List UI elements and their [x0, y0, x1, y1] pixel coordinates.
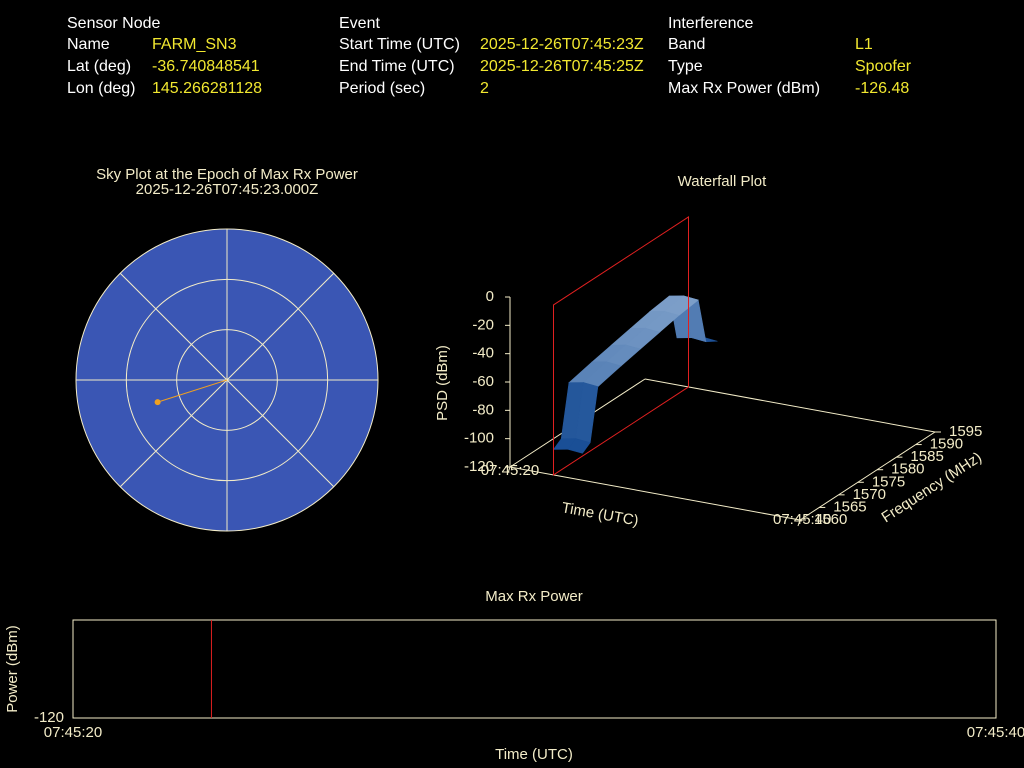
y-tick-label: 1580 — [891, 461, 924, 478]
back-edge — [644, 378, 936, 433]
z-axis-label: PSD (dBm) — [434, 345, 451, 421]
direction-line — [157, 379, 228, 403]
field-label: Lon (deg) — [67, 80, 136, 97]
frequency-axis — [799, 431, 936, 521]
field-value: Spoofer — [855, 58, 912, 75]
y-tick-label: 1595 — [949, 423, 982, 440]
grid-spoke — [119, 272, 228, 381]
field-value: FARM_SN3 — [152, 36, 237, 53]
epoch-plane — [553, 216, 689, 476]
z-tick-label: -40 — [472, 345, 494, 362]
x-tick — [797, 519, 801, 527]
field-value: 2025-12-26T07:45:25Z — [480, 58, 644, 75]
time-axis — [509, 466, 801, 521]
field-label: Name — [67, 36, 110, 53]
psd-surface — [567, 438, 591, 454]
chart-title: Max Rx Power — [485, 588, 583, 605]
field-value: -36.740848541 — [152, 58, 260, 75]
field-label: Period (sec) — [339, 80, 425, 97]
info-panel: Sensor Node Name FARM_SN3 Lat (deg) -36.7408… — [67, 15, 912, 97]
x-tick-label: 07:45:40 — [773, 511, 831, 528]
y-tick-label: 1585 — [910, 448, 943, 465]
x-tick-label: 07:45:20 — [481, 462, 539, 479]
x-tick — [507, 466, 511, 474]
section-heading: Sensor Node — [67, 15, 160, 32]
chart-subtitle: 2025-12-26T07:45:23.000Z — [136, 181, 319, 198]
z-tick-label: -60 — [472, 373, 494, 390]
field-value: 2 — [480, 80, 489, 97]
field-value: L1 — [855, 36, 873, 53]
waterfall-plot: Waterfall Plot-120-100-80-60-40-20015601… — [434, 173, 985, 530]
y-tick-label: 1570 — [853, 486, 886, 503]
y-axis-label: Power (dBm) — [4, 625, 21, 713]
y-tick-label: 1575 — [872, 473, 905, 490]
grid-spoke — [226, 379, 335, 488]
field-value: -126.48 — [855, 80, 909, 97]
z-tick-label: -80 — [472, 401, 494, 418]
field-label: Type — [668, 58, 703, 75]
field-label: Lat (deg) — [67, 58, 131, 75]
section-heading: Event — [339, 15, 380, 32]
z-tick-label: -20 — [472, 316, 494, 333]
chart-title: Sky Plot at the Epoch of Max Rx Power — [96, 166, 358, 183]
sky-plot: Sky Plot at the Epoch of Max Rx Power202… — [75, 166, 379, 532]
source-point — [154, 399, 161, 406]
field-value: 2025-12-26T07:45:23Z — [480, 36, 644, 53]
plot-frame — [72, 619, 997, 719]
x-tick-label: 07:45:40 — [967, 724, 1024, 741]
grid-spoke — [119, 379, 228, 488]
chart-title: Waterfall Plot — [678, 173, 767, 190]
x-axis-label: Time (UTC) — [495, 746, 573, 763]
x-axis-label: Time (UTC) — [560, 499, 640, 529]
y-tick-label: -120 — [34, 709, 64, 726]
z-tick-label: 0 — [486, 288, 494, 305]
field-value: 145.266281128 — [152, 80, 262, 97]
field-label: Band — [668, 36, 705, 53]
z-tick-label: -100 — [464, 430, 494, 447]
field-label: Max Rx Power (dBm) — [668, 80, 820, 97]
y-tick-label: 1560 — [814, 511, 847, 528]
section-heading: Interference — [668, 15, 753, 32]
z-tick-label: -120 — [464, 458, 494, 475]
x-tick-label: 07:45:20 — [44, 724, 102, 741]
y-tick-label: 1565 — [833, 498, 866, 515]
y-tick-label: 1590 — [930, 436, 963, 453]
field-label: Start Time (UTC) — [339, 36, 460, 53]
field-label: End Time (UTC) — [339, 58, 455, 75]
grid-spoke — [226, 272, 335, 381]
